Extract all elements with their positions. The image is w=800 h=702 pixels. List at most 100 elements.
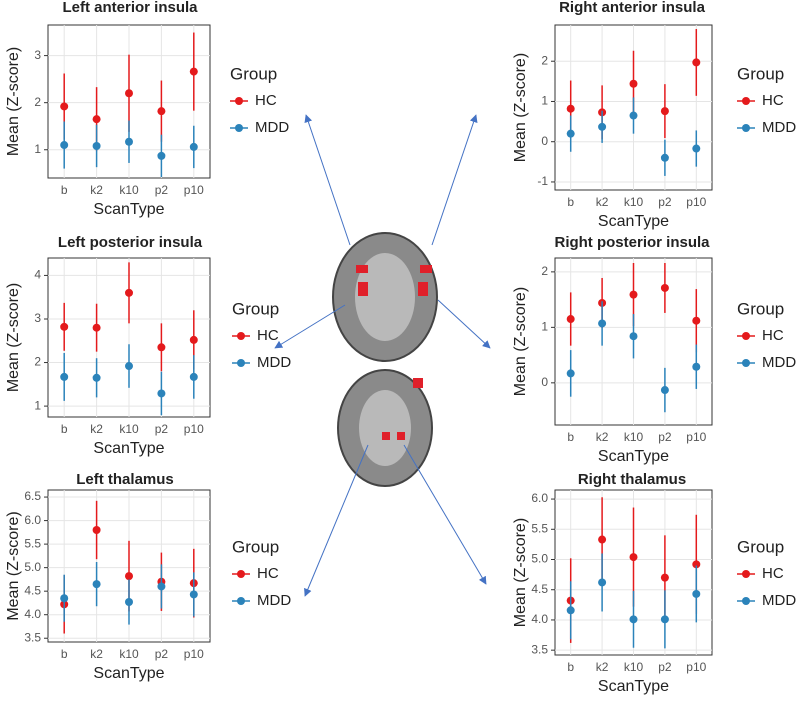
brain-matter <box>355 253 415 341</box>
brain-matter <box>359 390 411 466</box>
x-tick-label: k10 <box>624 430 644 444</box>
x-tick-label: b <box>61 422 68 436</box>
x-tick-label: b <box>61 647 68 661</box>
x-tick-label: k2 <box>596 195 609 209</box>
legend-label: HC <box>257 565 279 582</box>
x-tick-label: k2 <box>90 183 103 197</box>
point <box>92 526 101 534</box>
point <box>157 107 166 116</box>
chart-title: Right thalamus <box>578 471 686 488</box>
point <box>60 372 69 381</box>
point <box>598 578 607 587</box>
legend-key-point <box>235 124 243 132</box>
brain-images <box>332 232 438 487</box>
x-axis-label: ScanType <box>93 665 164 682</box>
y-tick-label: 3 <box>34 48 41 62</box>
y-tick-label: -1 <box>537 174 548 188</box>
legend-key-point <box>237 597 245 605</box>
arrow <box>437 299 491 349</box>
x-tick-label: p2 <box>658 195 672 209</box>
arrow <box>274 304 346 349</box>
point <box>189 142 198 151</box>
x-tick-label: p10 <box>184 422 204 436</box>
x-tick-label: p10 <box>184 647 204 661</box>
point <box>92 115 101 124</box>
legend-label: MDD <box>255 119 289 136</box>
point <box>629 79 638 88</box>
y-tick-label: 4.0 <box>531 612 548 626</box>
y-tick-label: 3.5 <box>531 642 548 656</box>
point <box>125 598 133 606</box>
y-tick-label: 1 <box>541 320 548 334</box>
roi <box>356 265 368 273</box>
point <box>629 290 638 299</box>
point <box>157 582 166 591</box>
x-tick-label: k10 <box>119 422 139 436</box>
legend-title: Group <box>737 64 784 83</box>
legend-label: HC <box>762 92 784 109</box>
chart-title: Right anterior insula <box>559 0 706 16</box>
point <box>125 288 133 297</box>
y-tick-label: 6.0 <box>24 513 41 527</box>
roi <box>358 282 368 296</box>
y-axis-label: Mean (Z-score) <box>5 511 22 620</box>
x-tick-label: p2 <box>658 430 672 444</box>
point <box>660 386 669 395</box>
x-tick-label: k10 <box>624 195 644 209</box>
roi <box>418 282 428 296</box>
point <box>566 104 575 113</box>
x-tick-label: k2 <box>596 660 609 674</box>
x-tick-label: k2 <box>90 647 103 661</box>
y-tick-label: 4.5 <box>24 583 41 597</box>
x-axis-label: ScanType <box>598 448 669 465</box>
y-axis-label: Mean (Z-score) <box>5 47 22 156</box>
y-tick-label: 0 <box>541 134 548 148</box>
y-tick-label: 5.0 <box>531 552 548 566</box>
x-axis-label: ScanType <box>93 201 164 218</box>
x-axis-label: ScanType <box>93 440 164 457</box>
x-tick-label: b <box>567 660 574 674</box>
point <box>60 102 69 111</box>
point <box>566 315 575 324</box>
point <box>566 129 575 138</box>
point <box>60 322 69 331</box>
roi <box>397 432 405 440</box>
arrow <box>403 444 487 585</box>
point <box>92 580 101 589</box>
y-tick-label: 1 <box>541 94 548 108</box>
point <box>629 332 638 341</box>
x-tick-label: k10 <box>119 647 139 661</box>
y-axis-label: Mean (Z-score) <box>512 518 529 627</box>
y-tick-label: 6.5 <box>24 489 41 503</box>
x-tick-label: b <box>567 195 574 209</box>
legend-label: HC <box>762 565 784 582</box>
legend-label: HC <box>255 92 277 109</box>
point <box>125 137 133 146</box>
point <box>629 111 638 120</box>
y-tick-label: 2 <box>34 95 41 109</box>
point <box>566 606 575 615</box>
x-tick-label: p2 <box>155 183 169 197</box>
y-tick-label: 1 <box>34 142 41 156</box>
point <box>189 372 198 381</box>
legend-key-point <box>742 97 750 105</box>
x-tick-label: k10 <box>119 183 139 197</box>
point <box>598 122 607 131</box>
point <box>60 141 69 150</box>
point <box>157 151 166 160</box>
x-tick-label: b <box>567 430 574 444</box>
legend-title: Group <box>232 537 279 556</box>
y-axis-label: Mean (Z-score) <box>5 283 22 392</box>
point <box>157 389 166 398</box>
x-tick-label: k10 <box>624 660 644 674</box>
point <box>189 335 198 344</box>
y-axis-label: Mean (Z-score) <box>512 53 529 162</box>
point <box>692 362 701 371</box>
chart-title: Left posterior insula <box>58 234 203 251</box>
legend-label: MDD <box>762 354 796 371</box>
point <box>125 362 133 371</box>
y-tick-label: 5.5 <box>531 521 548 535</box>
point <box>92 141 101 150</box>
y-tick-label: 3 <box>34 311 41 325</box>
legend-key-point <box>742 597 750 605</box>
